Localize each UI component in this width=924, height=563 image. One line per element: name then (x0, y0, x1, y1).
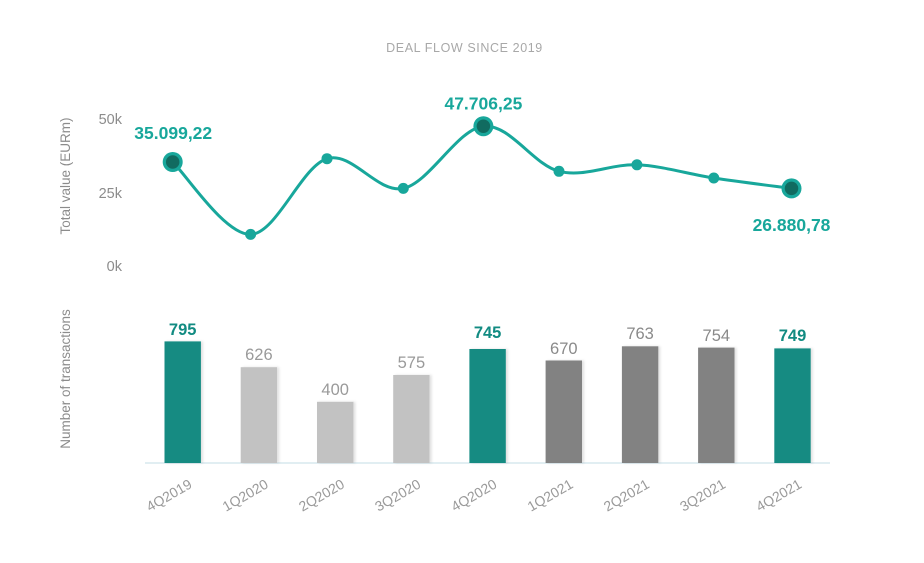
svg-text:3Q2020: 3Q2020 (372, 476, 423, 515)
svg-text:4Q2021: 4Q2021 (753, 476, 804, 515)
svg-text:575: 575 (398, 354, 426, 372)
svg-text:745: 745 (474, 324, 502, 342)
svg-text:0k: 0k (107, 259, 123, 275)
svg-text:50k: 50k (99, 112, 123, 128)
svg-text:25k: 25k (99, 186, 123, 202)
svg-text:4Q2019: 4Q2019 (143, 476, 194, 515)
svg-text:35.099,22: 35.099,22 (134, 123, 212, 143)
svg-text:Total value (EURm): Total value (EURm) (58, 117, 73, 234)
svg-text:DEAL FLOW SINCE 2019: DEAL FLOW SINCE 2019 (386, 41, 543, 55)
svg-text:670: 670 (550, 340, 578, 358)
svg-text:626: 626 (245, 346, 273, 364)
svg-text:400: 400 (321, 381, 349, 399)
svg-text:47.706,25: 47.706,25 (444, 94, 522, 114)
svg-text:763: 763 (626, 325, 654, 343)
svg-text:1Q2020: 1Q2020 (220, 476, 271, 515)
svg-text:754: 754 (703, 327, 731, 345)
svg-text:749: 749 (779, 327, 807, 345)
svg-text:795: 795 (169, 321, 197, 339)
svg-text:4Q2020: 4Q2020 (448, 476, 499, 515)
svg-text:Number of transactions: Number of transactions (58, 309, 73, 449)
svg-text:1Q2021: 1Q2021 (524, 476, 575, 515)
svg-text:2Q2020: 2Q2020 (296, 476, 347, 515)
svg-text:3Q2021: 3Q2021 (677, 476, 728, 515)
svg-text:26.880,78: 26.880,78 (753, 215, 831, 235)
svg-text:2Q2021: 2Q2021 (601, 476, 652, 515)
